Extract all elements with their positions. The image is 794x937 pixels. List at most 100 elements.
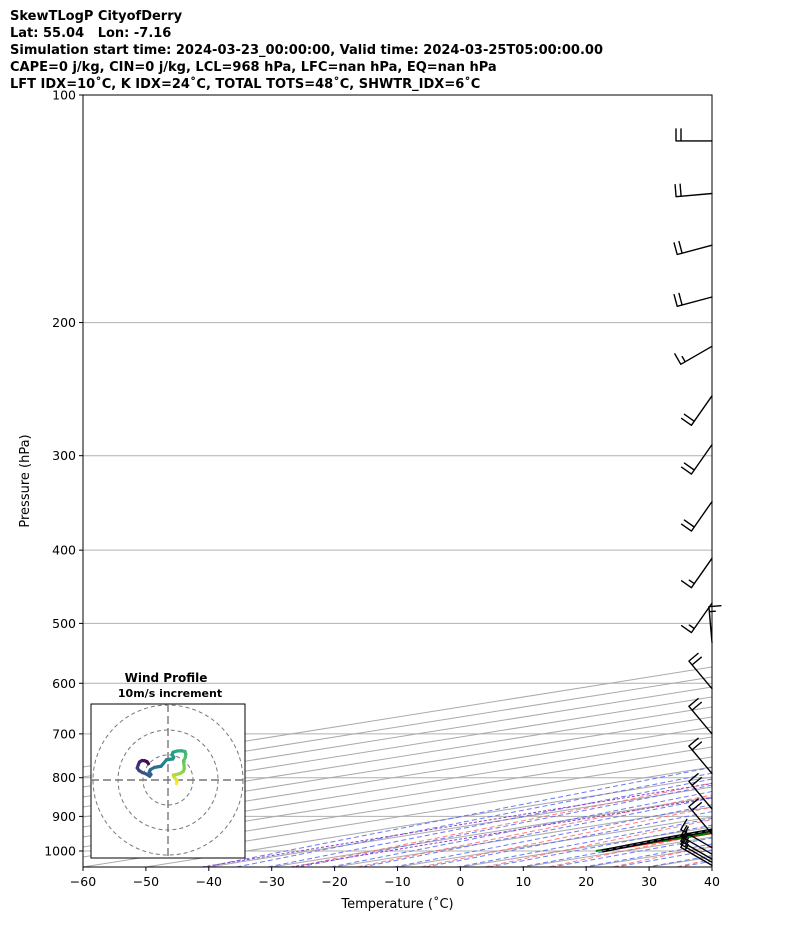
dry-adiabat — [290, 782, 712, 867]
isotherm-line — [83, 736, 712, 838]
y-tick-label: 900 — [52, 809, 76, 824]
moist-adiabat — [265, 778, 712, 867]
x-axis-label: Temperature (˚C) — [340, 896, 453, 912]
moist-adiabat — [202, 766, 712, 867]
location-line: Lat: 55.04 Lon: -7.16 — [10, 26, 172, 41]
y-tick-label: 500 — [52, 616, 76, 631]
indices-line-2: LFT IDX=10˚C, K IDX=24˚C, TOTAL TOTS=48˚… — [10, 77, 481, 92]
dry-adiabat — [789, 95, 794, 870]
wind-barb — [688, 652, 713, 690]
wind-barb — [680, 818, 713, 849]
isotherm-line — [83, 716, 712, 818]
x-tick-label: −10 — [384, 874, 410, 889]
moist-adiabat — [296, 784, 712, 867]
moist-adiabat — [612, 849, 712, 867]
dry-adiabat — [354, 794, 712, 867]
isotherm-line — [708, 866, 712, 867]
x-axis-ticks: −60 −50 −40 −30 −20 −10 0 10 20 30 40 — [70, 867, 720, 889]
indices-line-1: CAPE=0 j/kg, CIN=0 j/kg, LCL=968 hPa, LF… — [10, 60, 497, 75]
wind-barb — [688, 773, 713, 810]
y-tick-label: 700 — [52, 726, 76, 741]
moist-adiabat — [391, 804, 712, 867]
wind-barb — [680, 602, 713, 634]
hodograph-title: Wind Profile — [125, 671, 208, 685]
y-tick-label: 200 — [52, 315, 76, 330]
isotherm-line — [205, 786, 712, 867]
wind-barb — [675, 128, 713, 142]
wind-barb — [708, 605, 722, 644]
wind-barbs — [673, 128, 722, 867]
wind-barb — [688, 798, 713, 835]
hodograph-segment — [145, 760, 151, 766]
x-tick-label: 20 — [578, 874, 594, 889]
x-tick-label: 40 — [704, 874, 720, 889]
wind-barb — [680, 557, 713, 589]
isotherm-line — [83, 726, 712, 828]
isotherm-gridlines — [83, 78, 794, 870]
wind-barb — [680, 395, 713, 426]
wind-barb — [688, 737, 713, 775]
moist-adiabat — [549, 837, 712, 867]
hodograph-inset: Wind Profile 10m/s increment — [90, 671, 246, 859]
parcel-overlay-line — [601, 829, 712, 852]
isotherm-line — [83, 706, 712, 808]
isotherm-line — [83, 696, 712, 798]
sounding-profiles — [595, 828, 712, 853]
temperature-line — [601, 832, 712, 852]
moist-adiabat — [724, 78, 794, 870]
x-tick-label: 30 — [641, 874, 657, 889]
x-tick-label: −50 — [133, 874, 159, 889]
isotherm-line — [755, 78, 794, 870]
mixing-ratio-line — [287, 797, 712, 867]
isotherm-line — [83, 666, 712, 768]
wind-barb — [673, 240, 713, 256]
cape-cin-shading — [602, 830, 712, 851]
moist-adiabat — [675, 860, 712, 867]
dry-adiabat — [418, 806, 712, 867]
isotherm-line — [83, 686, 712, 788]
isotherm-line — [331, 806, 712, 867]
wind-barb — [673, 292, 713, 307]
dry-adiabats — [290, 95, 794, 870]
chart-header: SkewTLogP CityofDerry Lat: 55.04 Lon: -7.… — [10, 8, 603, 93]
y-axis-ticks: 100 200 300 400 500 600 700 800 900 1000 — [44, 88, 83, 858]
x-tick-label: 0 — [456, 874, 464, 889]
x-tick-label: 10 — [515, 874, 531, 889]
dry-adiabat — [673, 858, 712, 867]
chart-title: SkewTLogP CityofDerry — [10, 9, 183, 24]
dry-adiabat — [482, 819, 712, 867]
y-tick-label: 600 — [52, 676, 76, 691]
moist-adiabat — [328, 791, 712, 867]
x-tick-label: −30 — [259, 874, 285, 889]
x-tick-label: −40 — [196, 874, 222, 889]
isotherm-line — [394, 816, 712, 867]
dry-adiabat — [545, 831, 712, 867]
moist-adiabat — [707, 866, 712, 867]
mixing-ratio-line — [198, 782, 712, 867]
dewpoint-line — [595, 831, 712, 852]
moist-adiabat — [359, 797, 712, 867]
moist-adiabat — [423, 811, 712, 867]
isotherm-line — [520, 836, 712, 867]
y-tick-label: 300 — [52, 448, 76, 463]
x-tick-label: −60 — [70, 874, 96, 889]
y-axis-label: Pressure (hPa) — [18, 434, 33, 527]
moist-adiabat — [517, 831, 712, 867]
wind-barb — [674, 345, 713, 365]
wind-barb — [680, 443, 713, 475]
dry-adiabat — [726, 95, 794, 870]
y-tick-label: 800 — [52, 770, 76, 785]
y-tick-label: 400 — [52, 543, 76, 558]
mixing-ratio-lines — [198, 782, 712, 867]
wind-barb — [680, 500, 713, 532]
isotherm-line — [268, 796, 712, 867]
moist-adiabats — [202, 78, 794, 870]
x-tick-label: −20 — [321, 874, 347, 889]
wind-barb — [688, 697, 713, 735]
cin-area — [602, 830, 712, 851]
wind-barb — [674, 183, 713, 198]
y-tick-label: 100 — [52, 88, 76, 103]
hodograph-subtitle: 10m/s increment — [118, 687, 222, 700]
time-line: Simulation start time: 2024-03-23_00:00:… — [10, 43, 603, 58]
